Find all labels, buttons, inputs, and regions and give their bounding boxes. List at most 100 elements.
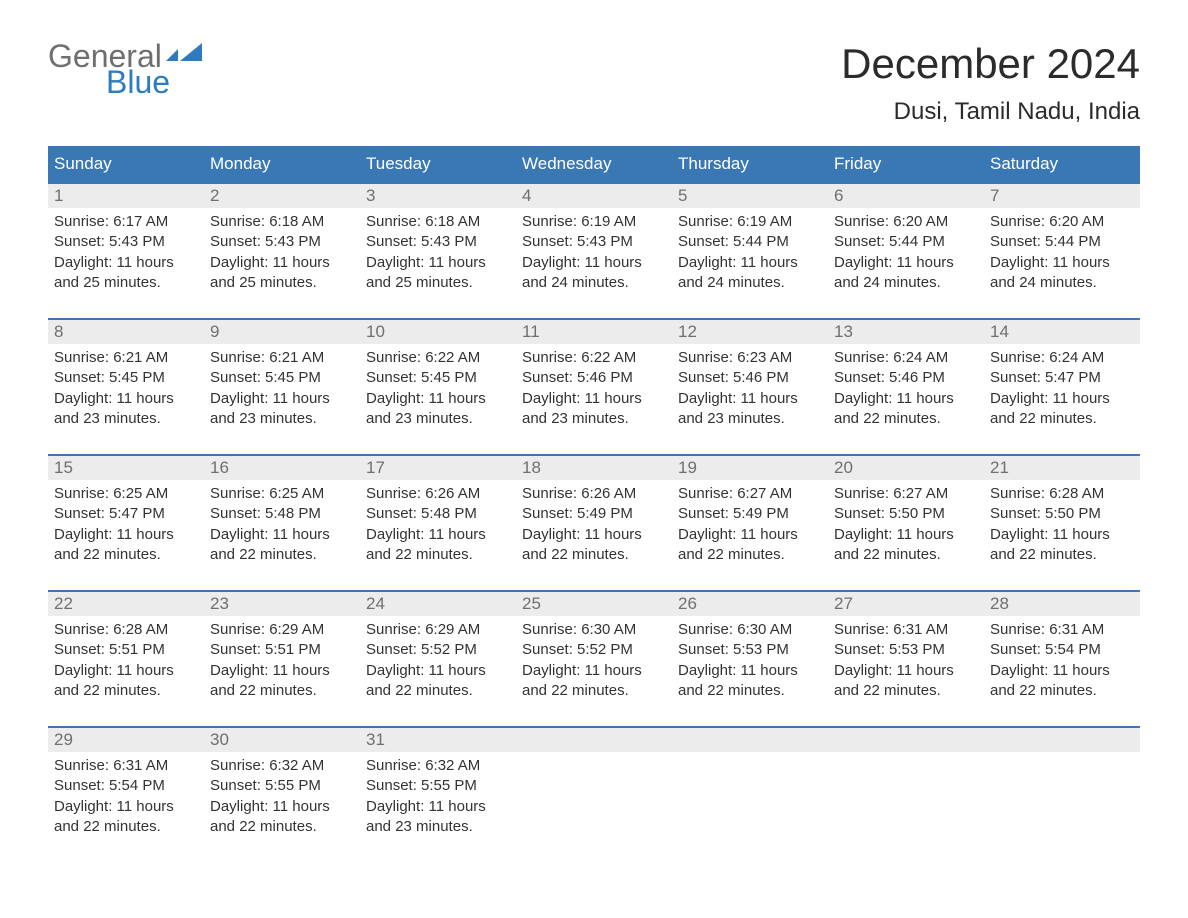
calendar-day: 30Sunrise: 6:32 AMSunset: 5:55 PMDayligh…	[204, 728, 360, 848]
calendar-day: 17Sunrise: 6:26 AMSunset: 5:48 PMDayligh…	[360, 456, 516, 576]
day-number: 31	[360, 728, 516, 752]
header: General Blue December 2024 Dusi, Tamil N…	[48, 40, 1140, 138]
day-number: 23	[204, 592, 360, 616]
day-number: 10	[360, 320, 516, 344]
day-details: Sunrise: 6:29 AMSunset: 5:51 PMDaylight:…	[204, 616, 360, 701]
calendar-day: 1Sunrise: 6:17 AMSunset: 5:43 PMDaylight…	[48, 184, 204, 304]
day-details: Sunrise: 6:18 AMSunset: 5:43 PMDaylight:…	[360, 208, 516, 293]
day-number: 5	[672, 184, 828, 208]
day-details: Sunrise: 6:32 AMSunset: 5:55 PMDaylight:…	[360, 752, 516, 837]
day-number: 25	[516, 592, 672, 616]
flag-icon	[166, 43, 208, 67]
calendar-day: 26Sunrise: 6:30 AMSunset: 5:53 PMDayligh…	[672, 592, 828, 712]
day-number: 15	[48, 456, 204, 480]
calendar-day: 11Sunrise: 6:22 AMSunset: 5:46 PMDayligh…	[516, 320, 672, 440]
calendar-day: 24Sunrise: 6:29 AMSunset: 5:52 PMDayligh…	[360, 592, 516, 712]
day-number: 17	[360, 456, 516, 480]
day-number: 30	[204, 728, 360, 752]
calendar-day: 10Sunrise: 6:22 AMSunset: 5:45 PMDayligh…	[360, 320, 516, 440]
day-details: Sunrise: 6:26 AMSunset: 5:48 PMDaylight:…	[360, 480, 516, 565]
calendar-day: 6Sunrise: 6:20 AMSunset: 5:44 PMDaylight…	[828, 184, 984, 304]
weekday-label: Tuesday	[360, 146, 516, 182]
day-number: 19	[672, 456, 828, 480]
day-details: Sunrise: 6:24 AMSunset: 5:46 PMDaylight:…	[828, 344, 984, 429]
day-details: Sunrise: 6:17 AMSunset: 5:43 PMDaylight:…	[48, 208, 204, 293]
day-number: 21	[984, 456, 1140, 480]
day-number: 12	[672, 320, 828, 344]
calendar-week: 8Sunrise: 6:21 AMSunset: 5:45 PMDaylight…	[48, 318, 1140, 440]
weekday-label: Thursday	[672, 146, 828, 182]
calendar-day: 20Sunrise: 6:27 AMSunset: 5:50 PMDayligh…	[828, 456, 984, 576]
calendar-day: 23Sunrise: 6:29 AMSunset: 5:51 PMDayligh…	[204, 592, 360, 712]
weekday-label: Sunday	[48, 146, 204, 182]
day-number: 24	[360, 592, 516, 616]
day-details: Sunrise: 6:27 AMSunset: 5:49 PMDaylight:…	[672, 480, 828, 565]
calendar-day: 27Sunrise: 6:31 AMSunset: 5:53 PMDayligh…	[828, 592, 984, 712]
day-details: Sunrise: 6:25 AMSunset: 5:48 PMDaylight:…	[204, 480, 360, 565]
day-number: 22	[48, 592, 204, 616]
weekday-header: Sunday Monday Tuesday Wednesday Thursday…	[48, 146, 1140, 182]
day-number: 28	[984, 592, 1140, 616]
day-details: Sunrise: 6:20 AMSunset: 5:44 PMDaylight:…	[828, 208, 984, 293]
day-details: Sunrise: 6:26 AMSunset: 5:49 PMDaylight:…	[516, 480, 672, 565]
calendar-day	[828, 728, 984, 848]
title-block: December 2024 Dusi, Tamil Nadu, India	[841, 40, 1140, 138]
calendar-week: 29Sunrise: 6:31 AMSunset: 5:54 PMDayligh…	[48, 726, 1140, 848]
day-details: Sunrise: 6:28 AMSunset: 5:50 PMDaylight:…	[984, 480, 1140, 565]
day-details: Sunrise: 6:21 AMSunset: 5:45 PMDaylight:…	[204, 344, 360, 429]
day-details: Sunrise: 6:25 AMSunset: 5:47 PMDaylight:…	[48, 480, 204, 565]
calendar-day: 12Sunrise: 6:23 AMSunset: 5:46 PMDayligh…	[672, 320, 828, 440]
calendar-day: 25Sunrise: 6:30 AMSunset: 5:52 PMDayligh…	[516, 592, 672, 712]
day-details: Sunrise: 6:24 AMSunset: 5:47 PMDaylight:…	[984, 344, 1140, 429]
day-number: 2	[204, 184, 360, 208]
day-number: 16	[204, 456, 360, 480]
location-label: Dusi, Tamil Nadu, India	[841, 98, 1140, 126]
day-details: Sunrise: 6:20 AMSunset: 5:44 PMDaylight:…	[984, 208, 1140, 293]
day-details: Sunrise: 6:18 AMSunset: 5:43 PMDaylight:…	[204, 208, 360, 293]
day-number: 4	[516, 184, 672, 208]
day-number: 26	[672, 592, 828, 616]
weekday-label: Friday	[828, 146, 984, 182]
day-number: 9	[204, 320, 360, 344]
calendar-day: 7Sunrise: 6:20 AMSunset: 5:44 PMDaylight…	[984, 184, 1140, 304]
day-number: 11	[516, 320, 672, 344]
day-number: 8	[48, 320, 204, 344]
logo-word-2: Blue	[106, 66, 208, 98]
day-number: 18	[516, 456, 672, 480]
day-details: Sunrise: 6:31 AMSunset: 5:54 PMDaylight:…	[48, 752, 204, 837]
day-details: Sunrise: 6:19 AMSunset: 5:43 PMDaylight:…	[516, 208, 672, 293]
day-details: Sunrise: 6:32 AMSunset: 5:55 PMDaylight:…	[204, 752, 360, 837]
day-number	[828, 728, 984, 752]
calendar-week: 22Sunrise: 6:28 AMSunset: 5:51 PMDayligh…	[48, 590, 1140, 712]
day-number	[672, 728, 828, 752]
day-number	[516, 728, 672, 752]
day-details: Sunrise: 6:19 AMSunset: 5:44 PMDaylight:…	[672, 208, 828, 293]
calendar-day	[672, 728, 828, 848]
day-number	[984, 728, 1140, 752]
calendar-day: 9Sunrise: 6:21 AMSunset: 5:45 PMDaylight…	[204, 320, 360, 440]
weekday-label: Monday	[204, 146, 360, 182]
calendar-day: 29Sunrise: 6:31 AMSunset: 5:54 PMDayligh…	[48, 728, 204, 848]
day-number: 7	[984, 184, 1140, 208]
day-details: Sunrise: 6:27 AMSunset: 5:50 PMDaylight:…	[828, 480, 984, 565]
day-number: 14	[984, 320, 1140, 344]
day-details: Sunrise: 6:28 AMSunset: 5:51 PMDaylight:…	[48, 616, 204, 701]
weekday-label: Wednesday	[516, 146, 672, 182]
day-details: Sunrise: 6:30 AMSunset: 5:52 PMDaylight:…	[516, 616, 672, 701]
day-details: Sunrise: 6:31 AMSunset: 5:53 PMDaylight:…	[828, 616, 984, 701]
day-details: Sunrise: 6:23 AMSunset: 5:46 PMDaylight:…	[672, 344, 828, 429]
day-details: Sunrise: 6:22 AMSunset: 5:46 PMDaylight:…	[516, 344, 672, 429]
calendar-grid: 1Sunrise: 6:17 AMSunset: 5:43 PMDaylight…	[48, 182, 1140, 848]
day-number: 3	[360, 184, 516, 208]
calendar-day: 16Sunrise: 6:25 AMSunset: 5:48 PMDayligh…	[204, 456, 360, 576]
day-details: Sunrise: 6:31 AMSunset: 5:54 PMDaylight:…	[984, 616, 1140, 701]
day-details: Sunrise: 6:30 AMSunset: 5:53 PMDaylight:…	[672, 616, 828, 701]
day-number: 1	[48, 184, 204, 208]
calendar-day: 31Sunrise: 6:32 AMSunset: 5:55 PMDayligh…	[360, 728, 516, 848]
calendar-day: 8Sunrise: 6:21 AMSunset: 5:45 PMDaylight…	[48, 320, 204, 440]
day-details: Sunrise: 6:29 AMSunset: 5:52 PMDaylight:…	[360, 616, 516, 701]
calendar-day: 13Sunrise: 6:24 AMSunset: 5:46 PMDayligh…	[828, 320, 984, 440]
day-number: 6	[828, 184, 984, 208]
day-number: 20	[828, 456, 984, 480]
calendar-day: 2Sunrise: 6:18 AMSunset: 5:43 PMDaylight…	[204, 184, 360, 304]
